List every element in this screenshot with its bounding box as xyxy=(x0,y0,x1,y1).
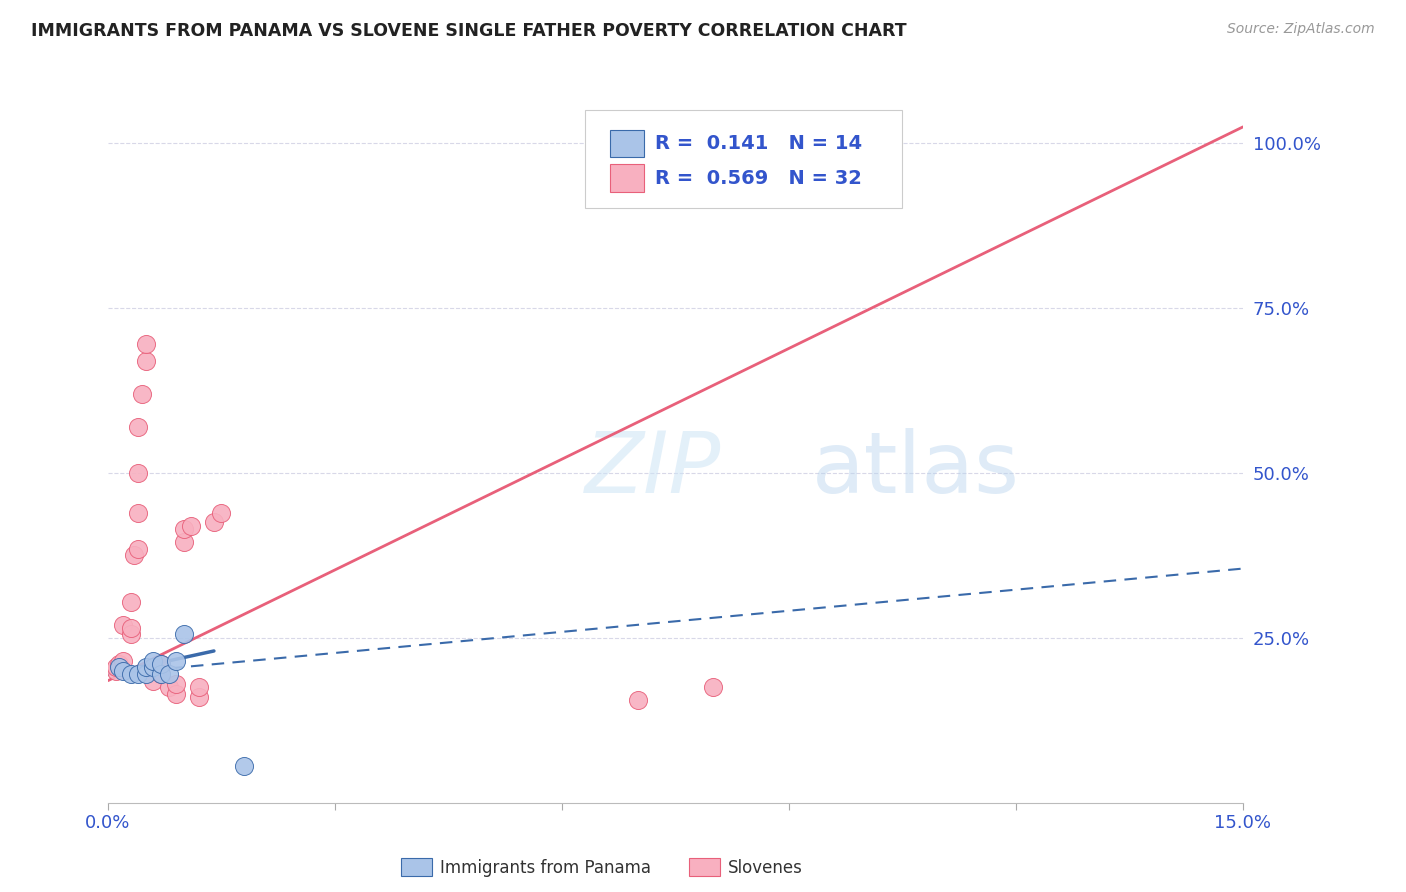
Text: Source: ZipAtlas.com: Source: ZipAtlas.com xyxy=(1227,22,1375,37)
Text: IMMIGRANTS FROM PANAMA VS SLOVENE SINGLE FATHER POVERTY CORRELATION CHART: IMMIGRANTS FROM PANAMA VS SLOVENE SINGLE… xyxy=(31,22,907,40)
FancyBboxPatch shape xyxy=(610,129,644,157)
Text: Slovenes: Slovenes xyxy=(728,859,803,877)
Text: atlas: atlas xyxy=(811,427,1019,510)
Text: ZIP: ZIP xyxy=(585,427,721,510)
Text: R =  0.141   N = 14: R = 0.141 N = 14 xyxy=(655,134,862,153)
Text: Immigrants from Panama: Immigrants from Panama xyxy=(440,859,651,877)
Text: R =  0.569   N = 32: R = 0.569 N = 32 xyxy=(655,169,862,187)
FancyBboxPatch shape xyxy=(585,110,903,208)
FancyBboxPatch shape xyxy=(610,164,644,192)
